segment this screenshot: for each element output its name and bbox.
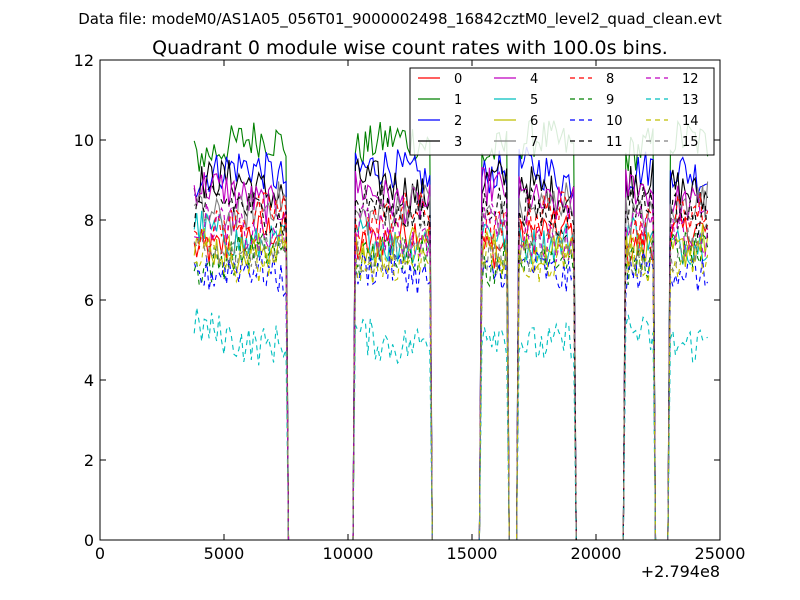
legend-label-13: 13 (682, 93, 699, 108)
y-tick-label: 0 (84, 531, 94, 550)
legend-label-3: 3 (454, 135, 462, 150)
y-tick-label: 10 (74, 131, 94, 150)
legend-label-0: 0 (454, 72, 462, 87)
series-line-7 (193, 181, 709, 540)
series-layer (193, 118, 709, 540)
x-tick-label: 10000 (323, 544, 374, 563)
y-tick-label: 4 (84, 371, 94, 390)
legend-label-2: 2 (454, 114, 462, 129)
x-tick-label: 15000 (447, 544, 498, 563)
chart-suptitle: Data file: modeM0/AS1A05_056T01_90000024… (78, 10, 722, 29)
legend-label-12: 12 (682, 72, 699, 87)
legend-label-8: 8 (606, 72, 614, 87)
y-tick-label: 12 (74, 51, 94, 70)
y-tick-label: 2 (84, 451, 94, 470)
x-tick-label: 20000 (571, 544, 622, 563)
series-line-13 (193, 307, 708, 540)
legend-label-7: 7 (530, 135, 538, 150)
legend-label-5: 5 (530, 93, 538, 108)
x-axis: 0 5000 10000 15000 20000 25000 (95, 60, 746, 563)
legend-label-11: 11 (606, 135, 623, 150)
legend-label-15: 15 (682, 135, 699, 150)
legend-label-10: 10 (606, 114, 623, 129)
legend-label-4: 4 (530, 72, 538, 87)
chart-title: Quadrant 0 module wise count rates with … (152, 37, 668, 59)
series-line-10 (193, 246, 709, 540)
legend-label-9: 9 (606, 93, 614, 108)
series-line-4 (193, 166, 708, 540)
series-line-14 (193, 236, 709, 540)
series-line-2 (193, 146, 708, 540)
legend-label-14: 14 (682, 114, 699, 129)
x-tick-label: 5000 (204, 544, 245, 563)
y-tick-label: 6 (84, 291, 94, 310)
y-tick-label: 8 (84, 211, 94, 230)
x-tick-label: 0 (95, 544, 105, 563)
series-line-9 (193, 230, 709, 540)
legend-frame (409, 67, 715, 156)
x-tick-label: 25000 (695, 544, 746, 563)
series-line-6 (193, 223, 709, 540)
series-line-12 (194, 203, 709, 540)
x-axis-offset-label: +2.794e8 (641, 562, 720, 581)
series-line-1 (193, 118, 709, 540)
series-line-15 (193, 218, 709, 540)
legend-label-6: 6 (530, 114, 538, 129)
series-line-8 (193, 191, 709, 540)
legend-label-1: 1 (454, 93, 462, 108)
